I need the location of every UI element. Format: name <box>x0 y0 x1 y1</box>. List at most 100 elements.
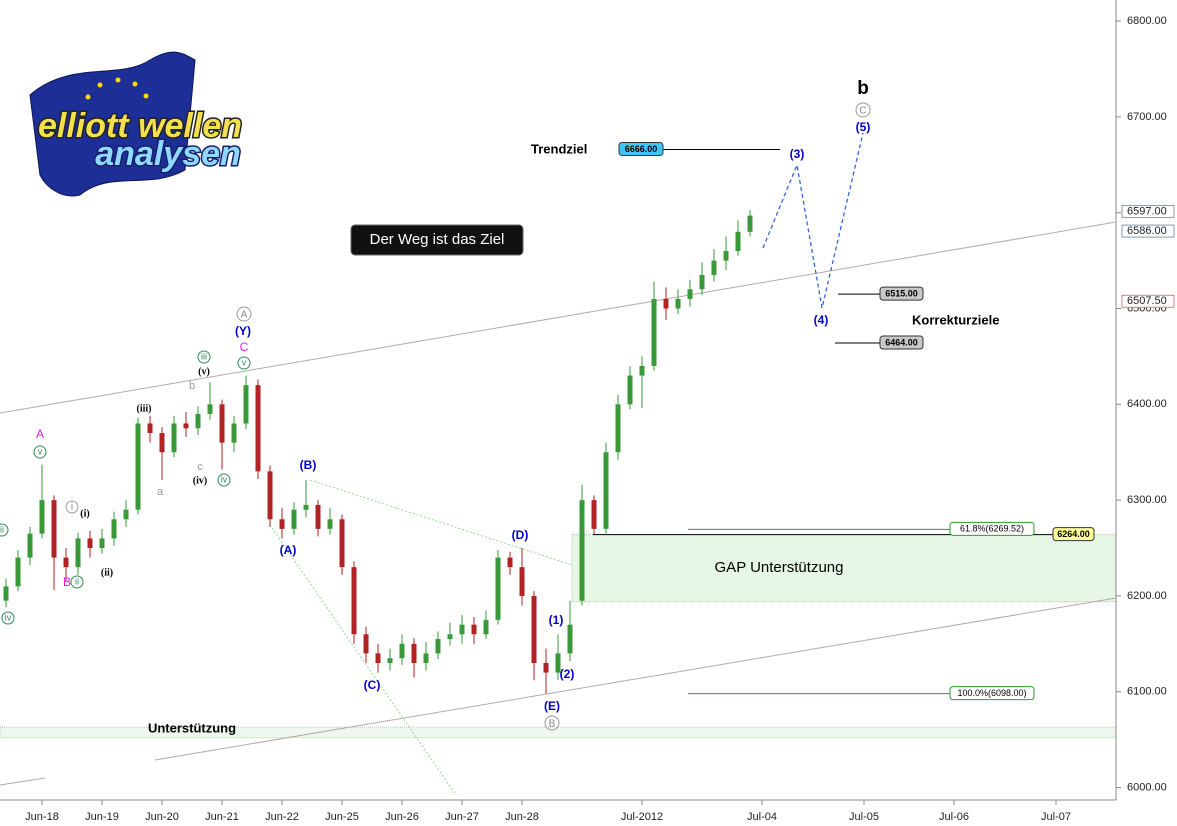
candle-body <box>327 519 333 529</box>
label-circle <box>70 575 84 589</box>
label-circle <box>33 445 47 459</box>
price-marker-label: 6597.00 <box>1127 205 1167 217</box>
candle-body <box>531 595 537 663</box>
candle-body <box>663 298 669 309</box>
annotation: i <box>71 502 73 513</box>
annotation: (5) <box>856 120 871 134</box>
candle-body <box>459 624 465 635</box>
annotation: ii <box>75 576 79 586</box>
annotation: B <box>63 575 71 589</box>
annotation: iv <box>5 612 12 622</box>
candle-body <box>615 404 621 453</box>
candle-body <box>3 586 9 601</box>
annotation: (i) <box>80 508 89 519</box>
annotation: (2) <box>560 667 575 681</box>
candle-body <box>699 274 705 290</box>
level-box <box>618 141 664 156</box>
x-tick-label: Jun-26 <box>385 811 419 823</box>
candle-body <box>639 365 645 376</box>
candle-body <box>75 538 81 568</box>
level-box <box>1052 527 1095 542</box>
logo-stars <box>85 77 149 100</box>
level-box <box>949 521 1035 536</box>
label-circle <box>236 306 252 322</box>
x-tick-label: Jun-19 <box>85 811 119 823</box>
label-circle <box>0 523 9 537</box>
candle-body <box>99 538 105 549</box>
candle-body <box>111 519 117 539</box>
annotation: Der Weg ist das Ziel <box>370 231 505 248</box>
candle-body <box>255 385 261 472</box>
annotation: (3) <box>790 147 805 161</box>
annotation: (iv) <box>193 475 207 486</box>
candle-body <box>219 404 225 443</box>
candle-body <box>495 557 501 620</box>
y-tick-label: 6800.00 <box>1127 15 1167 27</box>
annotation: C <box>859 106 866 117</box>
annotation: b <box>189 380 195 392</box>
y-tick-label: 6100.00 <box>1127 686 1167 698</box>
candle-body <box>543 662 549 673</box>
zones: GAP Unterstützung Unterstützung <box>0 534 1117 739</box>
x-tick-label: Jul-2012 <box>621 811 663 823</box>
x-tick-label: Jun-27 <box>445 811 479 823</box>
candle-body <box>471 624 477 635</box>
level-box <box>879 335 924 350</box>
candle-body <box>735 231 741 252</box>
candle-body <box>231 423 237 443</box>
annotation: A <box>241 310 248 321</box>
candle-body <box>147 423 153 434</box>
candle-body <box>387 658 393 663</box>
candle-body <box>15 557 21 587</box>
label-circle <box>855 102 871 118</box>
candle-body <box>723 251 729 261</box>
y-tick-label: 6000.00 <box>1127 781 1167 793</box>
logo-flag <box>29 51 196 197</box>
candle-body <box>567 624 573 654</box>
annotation: (C) <box>364 678 381 692</box>
candle-body <box>303 504 309 510</box>
annotation: Trendziel <box>531 141 587 156</box>
annotation: C <box>240 340 249 354</box>
annotation: ii <box>0 524 4 534</box>
candle-body <box>447 634 453 640</box>
candle-body <box>267 471 273 520</box>
zone <box>571 534 1117 603</box>
annotation: v <box>242 357 247 367</box>
label-circle <box>544 715 560 731</box>
price-marker-box <box>1121 294 1175 308</box>
levels: 6666.00 6515.00 6464.00 6264.00 61.8%(6269.5… <box>593 141 1175 701</box>
candle-body <box>411 643 417 663</box>
candle-body <box>711 260 717 275</box>
y-tick-label: 6400.00 <box>1127 398 1167 410</box>
candle-body <box>63 557 69 568</box>
candle-body <box>507 557 513 568</box>
annotation: A <box>36 427 44 441</box>
motto-box <box>350 224 524 256</box>
candle-body <box>87 538 93 549</box>
annotation: iv <box>221 474 228 484</box>
label-circle <box>237 356 251 370</box>
annotation: (1) <box>549 613 564 627</box>
x-tick-label: Jun-28 <box>505 811 539 823</box>
level-label: 6464.00 <box>885 337 918 347</box>
level-label: 100.0%(6098.00) <box>957 688 1026 698</box>
label-circle <box>197 350 211 364</box>
candle-body <box>687 289 693 299</box>
candle-body <box>351 567 357 635</box>
x-tick-label: Jun-21 <box>205 811 239 823</box>
candle-body <box>39 500 45 534</box>
logo-text: elliott wellen <box>38 107 242 145</box>
candle-body <box>183 423 189 429</box>
level-label: 61.8%(6269.52) <box>960 524 1024 534</box>
x-tick-label: Jun-22 <box>265 811 299 823</box>
candle-body <box>279 519 285 529</box>
candle-body <box>375 653 381 663</box>
candles <box>3 209 753 694</box>
candle-body <box>435 639 441 654</box>
candle-body <box>627 375 633 405</box>
level-box <box>879 286 924 301</box>
annotation: (ii) <box>101 567 113 578</box>
candle-body <box>207 404 213 414</box>
